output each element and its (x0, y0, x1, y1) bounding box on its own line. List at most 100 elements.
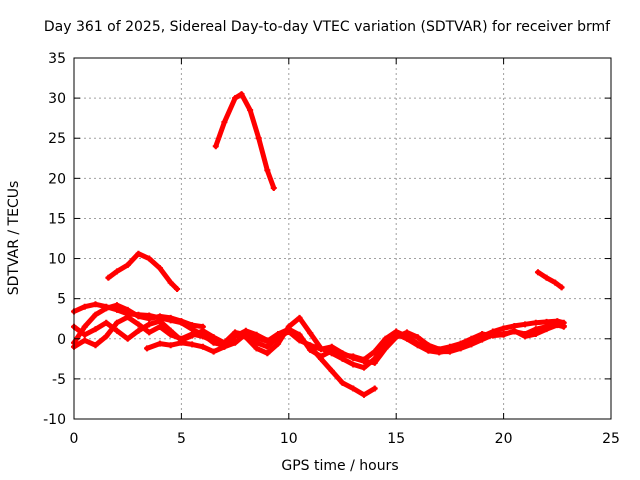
data-point (360, 391, 367, 398)
data-point (167, 331, 174, 338)
x-tick-label: 10 (280, 431, 298, 447)
series-line (105, 251, 180, 292)
series-line (213, 91, 277, 191)
y-tick-label: -10 (43, 412, 66, 428)
data-point (371, 348, 378, 355)
data-point (522, 321, 529, 328)
data-point (105, 274, 112, 281)
data-point (81, 303, 88, 310)
data-point (296, 331, 303, 338)
series-arc-6 (307, 343, 378, 398)
data-point (210, 338, 217, 345)
y-tick-label: 5 (57, 292, 66, 308)
data-point (156, 340, 163, 347)
data-point (532, 319, 539, 326)
grid-lines (74, 58, 611, 419)
data-point (339, 351, 346, 358)
data-point (92, 301, 99, 308)
y-tick-label: 0 (57, 332, 66, 348)
data-point (457, 345, 464, 352)
data-point (350, 361, 357, 368)
data-point (543, 274, 550, 281)
data-point (92, 326, 99, 333)
data-point (199, 323, 206, 330)
y-tick-label: 35 (48, 51, 66, 67)
data-point (403, 333, 410, 340)
data-point (103, 305, 110, 312)
data-point (146, 255, 153, 262)
data-point (113, 319, 120, 326)
data-point (189, 330, 196, 337)
plot-frame (73, 57, 612, 420)
y-tick-label: 15 (48, 211, 66, 227)
data-point (232, 95, 239, 102)
data-point (81, 323, 88, 330)
data-point (318, 346, 325, 353)
series-arc-9 (534, 269, 565, 291)
data-point (113, 268, 120, 275)
series-layer (71, 91, 567, 398)
data-point (178, 318, 185, 325)
data-point (339, 379, 346, 386)
data-point (479, 336, 486, 343)
series-arc-4 (144, 327, 271, 355)
x-tick-label: 15 (387, 431, 405, 447)
x-tick-label: 20 (495, 431, 513, 447)
data-point (275, 340, 282, 347)
data-point (242, 327, 249, 334)
x-tick-label: 0 (70, 431, 79, 447)
data-point (350, 353, 357, 360)
series-arc-7 (105, 250, 181, 293)
data-point (382, 335, 389, 342)
data-point (113, 302, 120, 309)
data-point (285, 326, 292, 333)
data-point (232, 333, 239, 340)
data-point (468, 335, 475, 342)
data-point (199, 343, 206, 350)
data-point (124, 314, 131, 321)
data-point (436, 348, 443, 355)
chart-title: Day 361 of 2025, Sidereal Day-to-day VTE… (44, 19, 611, 35)
data-point (414, 334, 421, 341)
data-point (543, 323, 550, 330)
data-point (167, 279, 174, 286)
data-point (156, 323, 163, 330)
axis-ticks: 0 5 10 15 20 25 -10 -5 0 5 10 15 20 25 30 35 (43, 51, 620, 447)
data-point (371, 385, 378, 392)
data-point (167, 342, 174, 349)
data-point (500, 330, 507, 337)
data-point (124, 261, 131, 268)
data-point (135, 321, 142, 328)
data-point (253, 331, 260, 338)
data-point (500, 325, 507, 332)
data-point (232, 339, 239, 346)
data-point (371, 359, 378, 366)
data-point (275, 330, 282, 337)
data-point (174, 286, 181, 293)
x-tick-label: 5 (177, 431, 186, 447)
series-arc-5 (71, 302, 206, 346)
y-tick-label: 30 (48, 91, 66, 107)
data-point (212, 143, 219, 150)
data-point (124, 306, 131, 313)
data-point (534, 269, 541, 276)
data-point (558, 284, 565, 291)
data-point (350, 385, 357, 392)
data-point (199, 333, 206, 340)
data-point (178, 339, 185, 346)
y-tick-label: 10 (48, 252, 66, 268)
data-point (146, 315, 153, 322)
x-tick-label: 25 (602, 431, 620, 447)
data-point (92, 311, 99, 318)
data-point (532, 326, 539, 333)
data-point (135, 250, 142, 257)
data-point (328, 367, 335, 374)
data-point (264, 337, 271, 344)
data-point (103, 319, 110, 326)
y-tick-label: -5 (52, 372, 66, 388)
data-point (81, 331, 88, 338)
data-point (81, 337, 88, 344)
data-point (479, 330, 486, 337)
data-point (468, 341, 475, 348)
